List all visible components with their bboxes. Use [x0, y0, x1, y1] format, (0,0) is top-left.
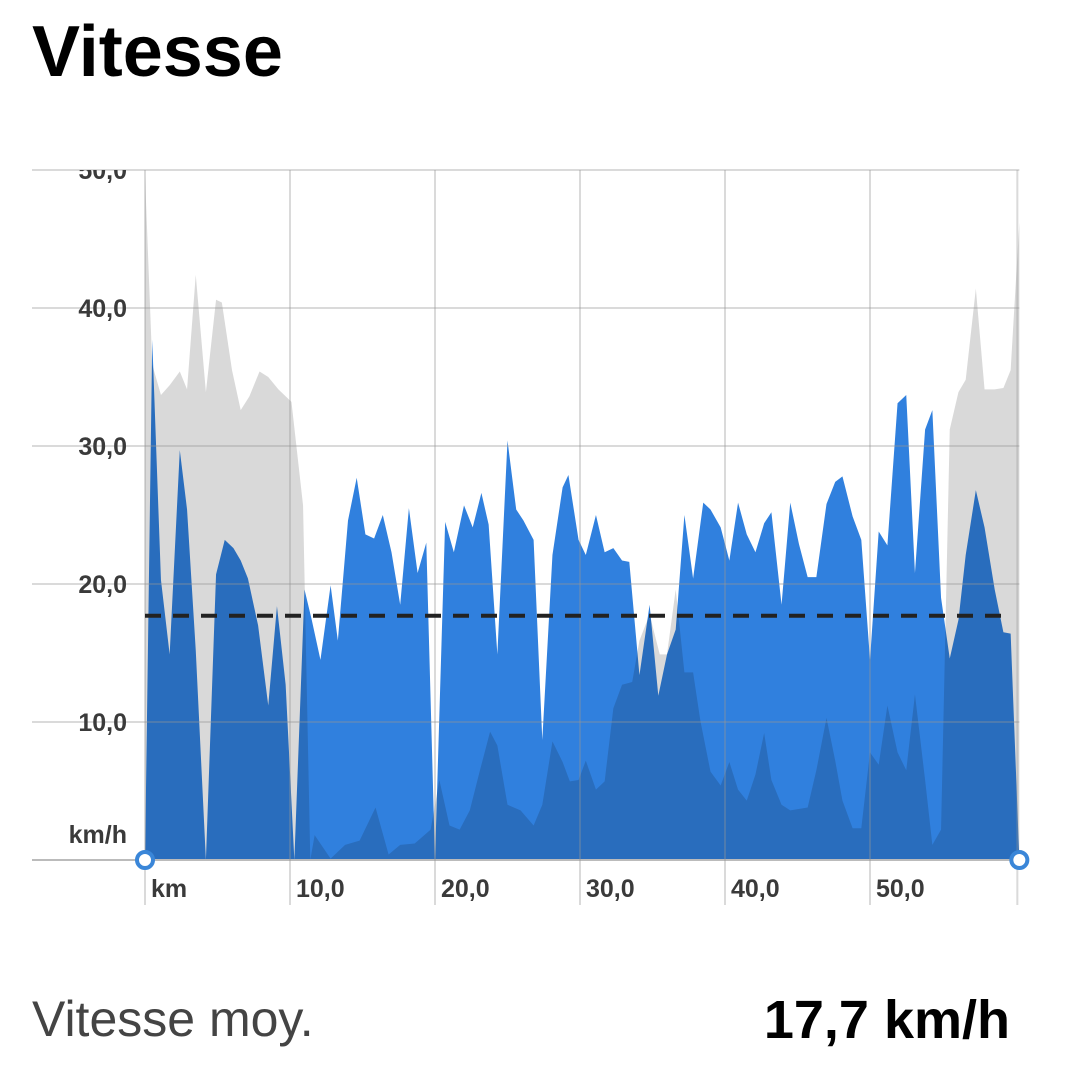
grid — [32, 169, 1020, 905]
area — [145, 339, 1020, 860]
range-handle — [135, 850, 155, 870]
x-tick-label: km — [151, 875, 187, 903]
x-tick-label: 20,0 — [441, 875, 490, 903]
y-tick-label: 30,0 — [78, 433, 127, 461]
chart-title: Vitesse — [32, 12, 283, 92]
range-handle — [1009, 850, 1030, 870]
x-tick-label: 10,0 — [296, 875, 345, 903]
y-tick-label: 10,0 — [78, 709, 127, 737]
y-tick-label: km/h — [69, 821, 127, 849]
x-tick-label: 50,0 — [876, 875, 925, 903]
tick-labels: km/h 10,0 20,0 30,0 40,0 50,0 km 10,0 20,0 30,0 40… — [69, 157, 925, 903]
x-tick-label: 40,0 — [731, 875, 780, 903]
x-tick-label: 30,0 — [586, 875, 635, 903]
plot-areas — [145, 175, 1020, 860]
area — [145, 175, 1020, 860]
y-tick-label: 40,0 — [78, 295, 127, 323]
average-name: Vitesse moy. — [32, 991, 314, 1047]
y-tick-label: 20,0 — [78, 571, 127, 599]
average-value: 17,7 km/h — [764, 990, 1010, 1050]
y-tick-label: 50,0 — [78, 157, 127, 185]
overlay — [135, 613, 1030, 870]
